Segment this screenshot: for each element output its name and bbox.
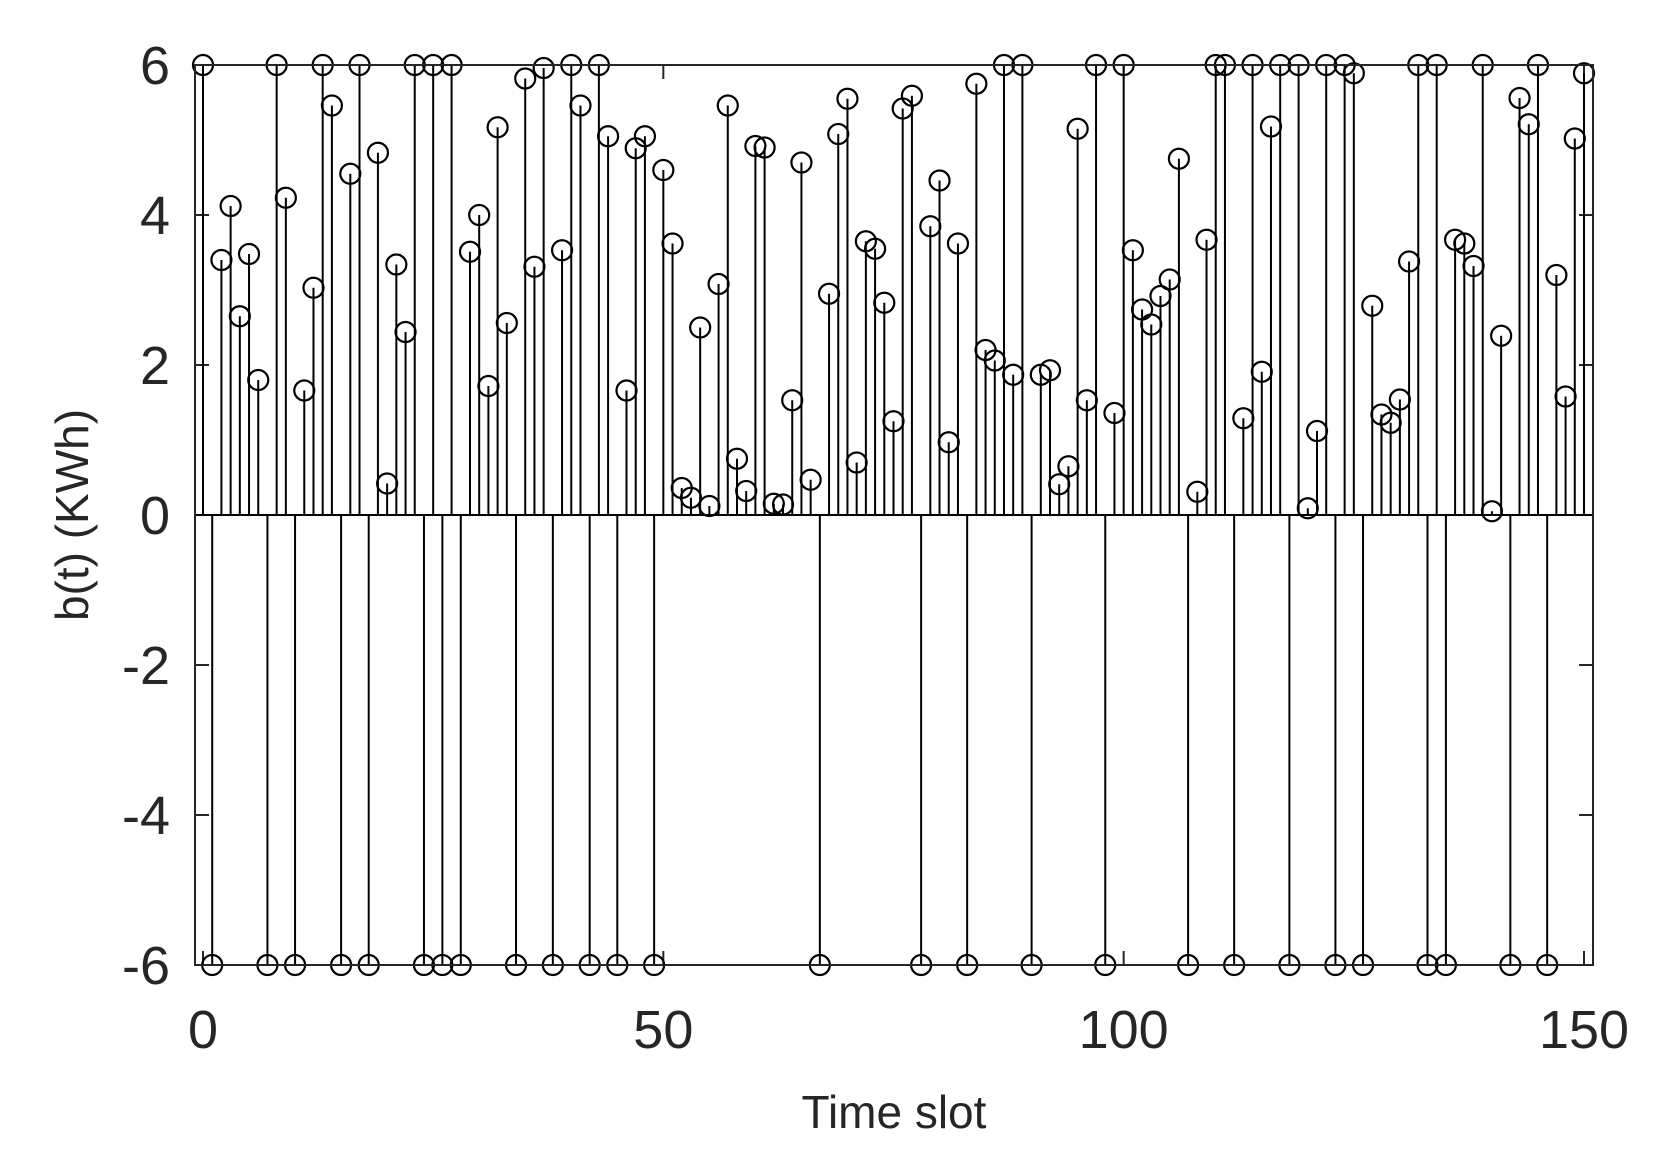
stem-marker: [495, 311, 518, 335]
stem-marker: [1508, 86, 1531, 110]
stem-marker: [900, 84, 924, 107]
stem-marker: [744, 134, 767, 158]
stem-marker: [753, 136, 776, 159]
stem-marker: [725, 447, 749, 470]
stem-marker: [790, 151, 813, 174]
plot-box: [194, 64, 1594, 966]
stem-series: [191, 53, 1596, 977]
y-tick-label: 0: [140, 486, 170, 546]
stem-marker: [863, 237, 887, 260]
y-tick-label: -6: [122, 936, 170, 996]
stem-marker: [532, 56, 555, 80]
stem-marker: [468, 203, 491, 227]
stem-marker: [1490, 324, 1513, 347]
stem-marker: [928, 169, 951, 192]
stem-marker: [762, 492, 785, 515]
stem-marker: [633, 125, 657, 148]
stem-marker: [1453, 232, 1476, 255]
stem-marker: [596, 125, 620, 148]
stem-marker: [965, 72, 988, 95]
stem-marker: [873, 291, 896, 314]
stem-marker: [836, 87, 859, 110]
y-tick-label: -2: [122, 636, 170, 696]
x-tick-label: 50: [633, 1000, 693, 1060]
stem-marker: [1444, 228, 1467, 251]
stem-marker: [247, 368, 270, 392]
stem-marker: [652, 158, 675, 182]
stem-marker: [1342, 62, 1365, 85]
stem-marker: [1167, 147, 1191, 170]
stem-marker: [799, 468, 822, 491]
stem-marker: [1038, 359, 1062, 382]
y-tick-label: 6: [140, 36, 170, 96]
stem-marker: [219, 194, 242, 218]
stem-marker: [716, 94, 739, 117]
x-tick-label: 0: [188, 1000, 218, 1060]
stem-marker: [946, 232, 970, 255]
stem-marker: [385, 253, 408, 276]
x-axis-title: Time slot: [802, 1086, 987, 1138]
stem-marker: [366, 141, 390, 164]
x-tick-label: 150: [1539, 1000, 1629, 1060]
stem-marker: [1361, 294, 1384, 317]
x-tick-label: 100: [1079, 1000, 1169, 1060]
y-axis-title: b(t) (KWh): [46, 409, 98, 621]
y-tick-label: -4: [122, 786, 170, 846]
stem-marker: [689, 316, 712, 339]
stem-marker: [274, 186, 297, 209]
stem-marker: [486, 116, 509, 139]
stem-marker: [1121, 239, 1144, 262]
stem-marker: [1066, 117, 1089, 140]
stem-marker: [514, 67, 537, 90]
stem-marker: [569, 94, 592, 117]
y-tick-label: 4: [140, 186, 170, 246]
stem-marker: [661, 232, 684, 255]
stem-marker: [320, 94, 343, 117]
y-tick-label: 2: [140, 336, 170, 396]
stem-marker: [1545, 263, 1568, 287]
tick-labels: 0 50 100 150 6 4 2 0 -2 -4 -6: [122, 36, 1629, 1060]
stem-marker: [237, 242, 261, 266]
